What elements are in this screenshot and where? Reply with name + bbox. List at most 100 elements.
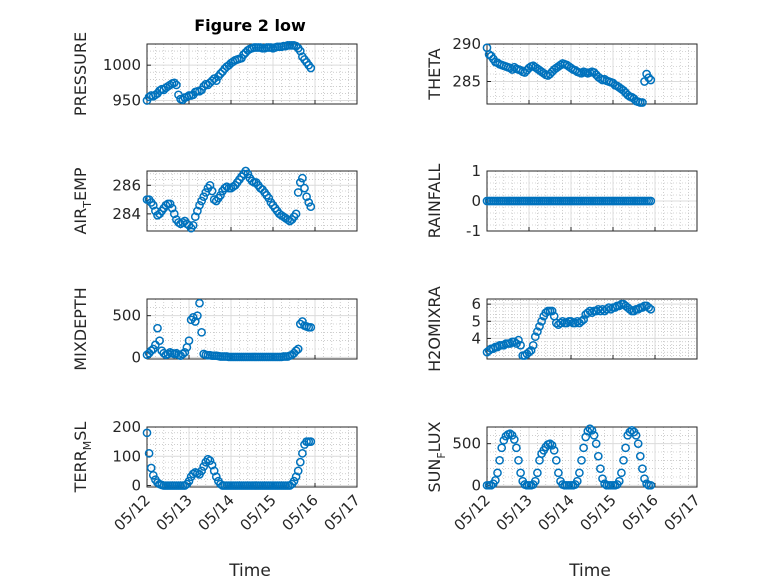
data-point bbox=[222, 182, 232, 192]
y-tick-label: 500 bbox=[452, 435, 481, 453]
data-point bbox=[197, 196, 206, 206]
y-axis-label-base: MIXDEPTH bbox=[71, 287, 90, 370]
data-point bbox=[585, 424, 595, 434]
data-point bbox=[190, 212, 200, 222]
data-point bbox=[169, 78, 179, 88]
data-point bbox=[526, 346, 536, 355]
data-point bbox=[289, 476, 299, 486]
data-point bbox=[646, 75, 656, 85]
data-point bbox=[545, 439, 555, 449]
data-point bbox=[211, 76, 221, 86]
data-point bbox=[293, 466, 303, 476]
y-axis-label-rest: LUX bbox=[425, 421, 444, 452]
data-point bbox=[629, 306, 639, 316]
data-point bbox=[180, 347, 190, 357]
data-point bbox=[295, 46, 305, 56]
data-point bbox=[549, 445, 559, 455]
data-point bbox=[577, 68, 586, 78]
data-point bbox=[195, 200, 204, 210]
y-axis-label-base: THETA bbox=[425, 48, 444, 100]
data-point bbox=[167, 203, 177, 213]
data-point bbox=[209, 74, 219, 83]
data-point bbox=[539, 68, 549, 78]
data-point bbox=[291, 209, 301, 219]
data-point bbox=[566, 63, 576, 73]
y-axis-label-sub: T bbox=[81, 201, 94, 209]
data-point bbox=[627, 425, 637, 435]
y-axis-label-rest: EMP bbox=[71, 167, 90, 201]
data-point bbox=[304, 198, 314, 207]
y-axis-label-sub: F bbox=[435, 452, 448, 458]
data-point bbox=[516, 468, 525, 478]
data-point bbox=[169, 209, 179, 219]
data-point bbox=[625, 304, 635, 314]
data-series bbox=[482, 196, 656, 206]
data-point bbox=[188, 469, 198, 479]
data-point bbox=[484, 346, 494, 355]
data-point bbox=[291, 41, 301, 51]
data-point bbox=[587, 425, 597, 435]
data-point bbox=[486, 480, 496, 490]
axes-box bbox=[146, 298, 358, 360]
x-axis-label: Time bbox=[568, 561, 611, 581]
data-point bbox=[646, 480, 656, 490]
y-axis-label: MIXDEPTH bbox=[71, 287, 90, 370]
data-point bbox=[638, 464, 647, 474]
data-point bbox=[186, 315, 196, 325]
data-point bbox=[159, 348, 169, 358]
data-point bbox=[216, 69, 225, 79]
subplot-mixdepth: 0 500 MIXDEPTH bbox=[71, 287, 358, 371]
data-point bbox=[558, 316, 567, 326]
data-point bbox=[216, 190, 225, 200]
data-point bbox=[509, 337, 519, 347]
data-point bbox=[203, 454, 213, 464]
data-point bbox=[623, 90, 633, 100]
y-tick-label: 0 bbox=[131, 348, 141, 366]
data-point bbox=[193, 206, 202, 216]
subplot-h2omixra: 456 H2OMIXRA bbox=[425, 286, 698, 372]
data-point bbox=[488, 344, 498, 354]
data-point bbox=[514, 335, 523, 345]
y-axis-label: RAINFALL bbox=[425, 164, 444, 239]
subplot-pressure: 950 1000 PRESSURE bbox=[71, 32, 358, 116]
data-point bbox=[530, 332, 540, 342]
y-tick-label: -1 bbox=[466, 222, 481, 240]
y-axis-label-sub: M bbox=[81, 441, 94, 451]
data-point bbox=[491, 475, 500, 485]
axes-box bbox=[486, 298, 698, 360]
data-point bbox=[596, 464, 605, 474]
data-point bbox=[178, 349, 188, 359]
data-point bbox=[606, 304, 616, 314]
data-point bbox=[530, 476, 540, 486]
data-point bbox=[577, 455, 586, 465]
data-point bbox=[585, 306, 595, 316]
data-point bbox=[205, 456, 215, 466]
data-point bbox=[556, 60, 565, 70]
y-axis-label-base: RAINFALL bbox=[425, 164, 444, 239]
y-tick-label: 1 bbox=[471, 162, 481, 180]
data-point bbox=[197, 466, 206, 476]
data-point bbox=[621, 443, 630, 453]
y-tick-label: 100 bbox=[112, 447, 141, 465]
data-point bbox=[155, 336, 164, 346]
data-point bbox=[516, 65, 525, 75]
data-point bbox=[146, 346, 156, 356]
y-axis-label-base: PRESSURE bbox=[71, 32, 90, 116]
y-tick-label: 5 bbox=[471, 312, 481, 330]
data-point bbox=[556, 318, 565, 328]
y-axis-label-base: H2OMIXRA bbox=[425, 286, 444, 372]
y-axis-label-rest: SL bbox=[71, 422, 90, 441]
data-point bbox=[514, 455, 523, 465]
data-point bbox=[614, 476, 624, 486]
data-point bbox=[153, 323, 162, 333]
data-point bbox=[188, 220, 198, 230]
data-point bbox=[298, 173, 307, 183]
data-point bbox=[144, 448, 154, 458]
data-point bbox=[575, 468, 584, 478]
data-point bbox=[207, 186, 217, 196]
data-point bbox=[205, 180, 215, 190]
y-tick-label: 200 bbox=[112, 418, 141, 436]
data-point bbox=[604, 303, 614, 312]
data-point bbox=[306, 202, 316, 212]
